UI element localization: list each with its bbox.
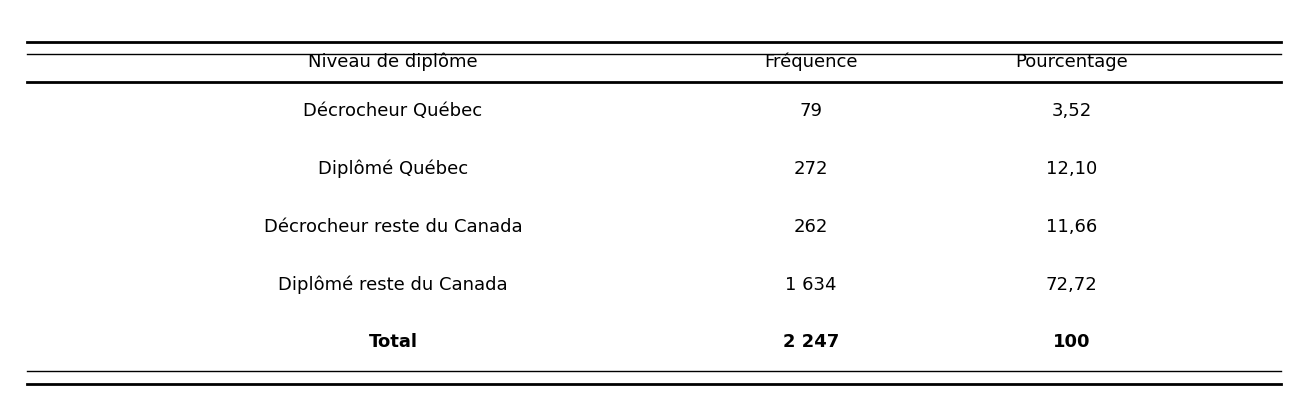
Text: 3,52: 3,52	[1052, 102, 1092, 120]
Text: Total: Total	[369, 333, 417, 352]
Text: Diplômé Québec: Diplômé Québec	[318, 160, 468, 178]
Text: Pourcentage: Pourcentage	[1015, 53, 1127, 71]
Text: 100: 100	[1053, 333, 1091, 352]
Text: Diplômé reste du Canada: Diplômé reste du Canada	[279, 275, 508, 294]
Text: 1 634: 1 634	[785, 275, 836, 294]
Text: Niveau de diplôme: Niveau de diplôme	[309, 53, 477, 71]
Text: 72,72: 72,72	[1046, 275, 1097, 294]
Text: 2 247: 2 247	[782, 333, 838, 352]
Text: 262: 262	[794, 217, 828, 236]
Text: 11,66: 11,66	[1046, 217, 1097, 236]
Text: Décrocheur reste du Canada: Décrocheur reste du Canada	[264, 217, 522, 236]
Text: 272: 272	[794, 160, 828, 178]
Text: 12,10: 12,10	[1046, 160, 1097, 178]
Text: Fréquence: Fréquence	[764, 53, 857, 71]
Text: Décrocheur Québec: Décrocheur Québec	[303, 102, 483, 120]
Text: 79: 79	[799, 102, 823, 120]
